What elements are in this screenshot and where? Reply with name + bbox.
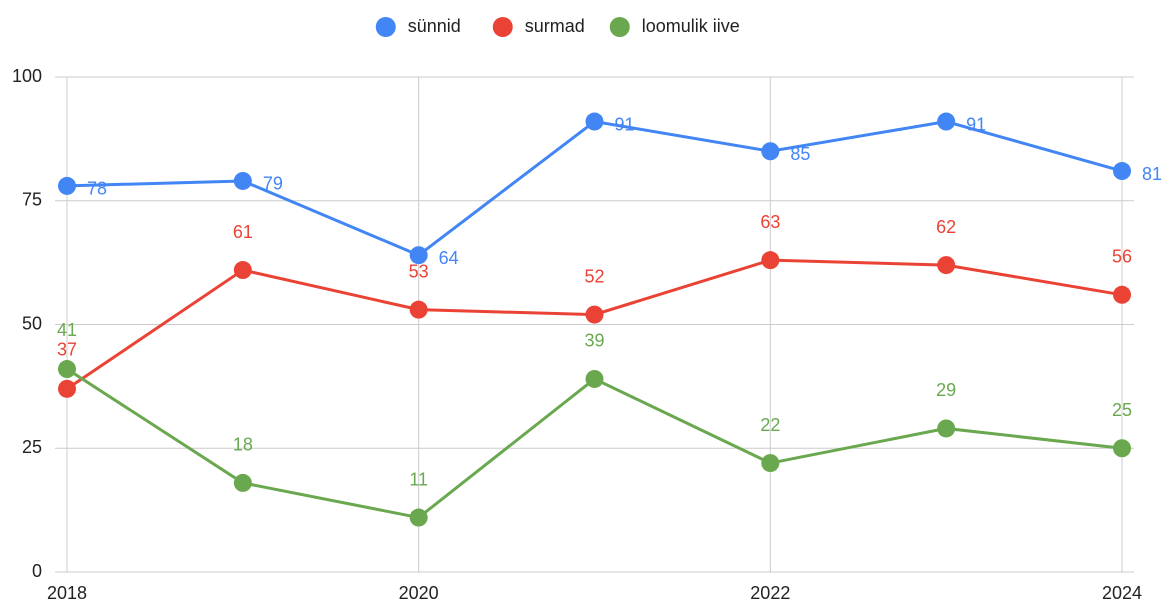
data-point (585, 112, 604, 131)
data-label: 62 (936, 217, 956, 237)
data-point (761, 142, 780, 161)
data-label: 11 (409, 469, 428, 489)
data-point (937, 112, 956, 131)
legend-label: surmad (525, 16, 585, 36)
series-line (66, 367, 1123, 520)
data-label: 79 (263, 174, 283, 194)
data-point (58, 176, 76, 195)
data-label: 53 (409, 261, 429, 281)
data-label: 22 (760, 415, 780, 435)
y-tick-label: 75 (22, 190, 42, 210)
data-point (409, 246, 428, 265)
data-point (585, 369, 604, 388)
data-label: 64 (439, 248, 459, 268)
data-label: 18 (233, 435, 253, 455)
data-point (233, 261, 252, 280)
data-point (233, 473, 252, 492)
data-point (1113, 439, 1131, 458)
y-tick-label: 0 (32, 561, 42, 581)
data-point (1113, 162, 1131, 181)
legend-marker (609, 17, 630, 37)
data-label: 52 (584, 266, 604, 286)
data-point (409, 508, 428, 527)
y-tick-label: 50 (22, 313, 42, 333)
data-label: 78 (87, 179, 107, 199)
data-point (761, 251, 780, 270)
data-point (409, 300, 428, 319)
data-label: 63 (760, 212, 780, 232)
x-tick-label: 2018 (47, 583, 87, 602)
data-label: 85 (790, 144, 810, 164)
legend-label: sünnid (408, 16, 461, 36)
data-label: 91 (615, 114, 635, 134)
data-point (1113, 285, 1131, 304)
legend-marker (492, 17, 513, 37)
data-label: 81 (1142, 164, 1162, 184)
data-point (937, 256, 956, 275)
x-tick-label: 2024 (1102, 583, 1142, 602)
legend-marker (375, 17, 396, 37)
data-point (585, 305, 604, 324)
data-label: 56 (1112, 247, 1132, 267)
x-tick-label: 2020 (399, 583, 439, 602)
data-label: 37 (57, 340, 77, 360)
data-label: 61 (233, 222, 253, 242)
data-label: 29 (936, 380, 956, 400)
data-point (233, 171, 252, 190)
data-point (58, 379, 76, 398)
data-label: 41 (57, 320, 77, 340)
x-tick-label: 2022 (750, 583, 790, 602)
data-point (937, 419, 956, 438)
series-line (66, 119, 1123, 257)
legend-label: loomulik iive (642, 16, 740, 36)
data-point (58, 360, 76, 379)
data-label: 91 (966, 114, 986, 134)
data-point (761, 454, 780, 473)
y-tick-label: 25 (22, 437, 42, 457)
data-label: 25 (1112, 400, 1132, 420)
data-label: 39 (584, 331, 604, 351)
y-tick-label: 100 (12, 66, 42, 86)
